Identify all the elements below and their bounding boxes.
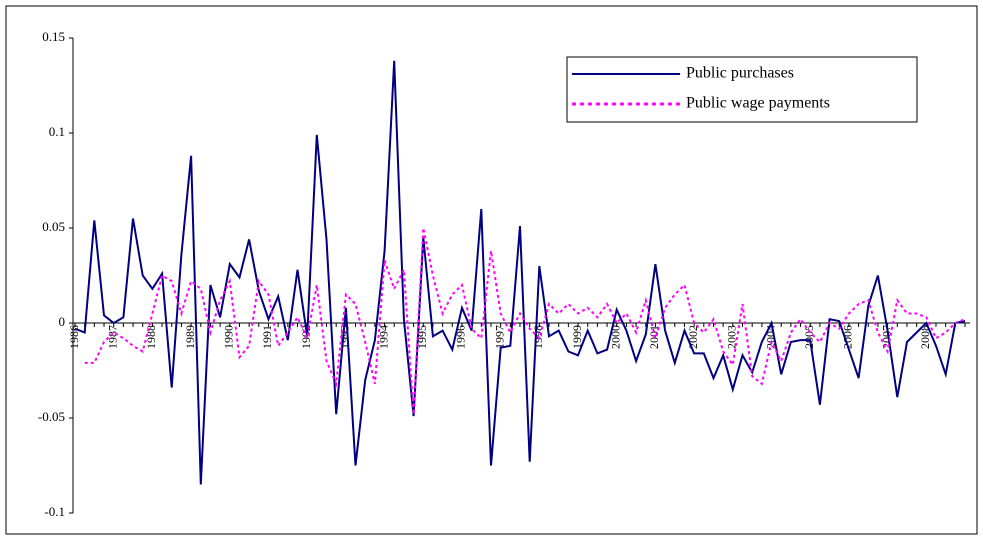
x-tick-label: 1999 <box>570 325 584 349</box>
legend-label: Public purchases <box>686 65 794 82</box>
y-tick-label: -0.1 <box>44 504 65 519</box>
legend-label: Public wage payments <box>686 95 830 112</box>
x-tick-label: 1988 <box>144 325 158 349</box>
x-tick-label: 1991 <box>260 325 274 349</box>
x-tick-label: 1989 <box>183 325 197 349</box>
y-tick-label: 0 <box>59 314 66 329</box>
x-tick-label: 2003 <box>725 325 739 349</box>
x-tick-label: 1986 <box>67 325 81 349</box>
y-tick-label: 0.1 <box>49 124 65 139</box>
x-tick-label: 1987 <box>105 325 119 349</box>
x-tick-label: 1997 <box>492 325 506 349</box>
x-tick-label: 2008 <box>918 325 932 349</box>
series-line <box>74 60 966 485</box>
x-tick-label: 1990 <box>222 325 236 349</box>
x-tick-label: 2005 <box>802 325 816 349</box>
y-tick-label: 0.05 <box>42 219 65 234</box>
legend-box <box>566 56 918 123</box>
y-tick-label: -0.05 <box>38 409 65 424</box>
y-tick-label: 0.15 <box>42 29 65 44</box>
series-line <box>84 227 966 415</box>
x-tick-label: 2006 <box>841 325 855 349</box>
